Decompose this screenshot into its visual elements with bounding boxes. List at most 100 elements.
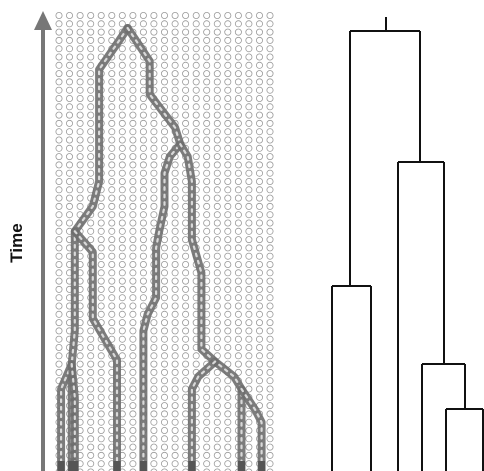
lattice-site: [255, 319, 263, 327]
lattice-site: [213, 302, 221, 310]
lattice-site: [255, 385, 263, 393]
lattice-site: [192, 78, 200, 86]
lattice-site: [160, 393, 168, 401]
lattice-site: [97, 310, 105, 318]
lattice-site: [266, 103, 274, 111]
lattice-site: [192, 36, 200, 44]
lattice-site: [171, 418, 179, 426]
lattice-site: [213, 86, 221, 94]
lattice-site: [160, 128, 168, 136]
lattice-site: [255, 227, 263, 235]
lattice-site: [171, 227, 179, 235]
lattice-site: [245, 418, 253, 426]
lattice-site: [171, 310, 179, 318]
lattice-site: [224, 418, 232, 426]
lattice-site: [171, 269, 179, 277]
lattice-site: [55, 269, 63, 277]
lattice-site: [150, 128, 158, 136]
lattice-site: [245, 368, 253, 376]
lattice-site: [224, 186, 232, 194]
lattice-site: [192, 53, 200, 61]
lattice-site: [118, 20, 126, 28]
lattice-site: [182, 86, 190, 94]
lattice-site: [171, 194, 179, 202]
lattice-site: [108, 302, 116, 310]
lattice-site: [255, 119, 263, 127]
lattice-site: [129, 86, 137, 94]
lattice-site: [97, 11, 105, 19]
lattice-site: [76, 186, 84, 194]
lattice-site: [234, 327, 242, 335]
lattice-site: [108, 161, 116, 169]
lattice-site: [118, 244, 126, 252]
lattice-site: [97, 45, 105, 53]
lattice-site: [203, 78, 211, 86]
lattice-site: [118, 252, 126, 260]
lattice-site: [76, 86, 84, 94]
lattice-site: [192, 128, 200, 136]
lattice-site: [213, 468, 221, 471]
lattice-site: [118, 144, 126, 152]
lattice-site: [245, 119, 253, 127]
lattice-site: [139, 236, 147, 244]
lattice-site: [203, 194, 211, 202]
lattice-site: [55, 177, 63, 185]
lattice-site: [224, 343, 232, 351]
lattice-site: [55, 111, 63, 119]
lattice-site: [266, 302, 274, 310]
lattice-site: [192, 70, 200, 78]
lattice-site: [203, 426, 211, 434]
lattice-site: [87, 70, 95, 78]
lattice-site: [160, 302, 168, 310]
lattice-site: [55, 11, 63, 19]
lattice-site: [66, 119, 74, 127]
lattice-site: [213, 211, 221, 219]
lattice-site: [108, 61, 116, 69]
lattice-site: [76, 20, 84, 28]
lattice-site: [255, 219, 263, 227]
lattice-site: [266, 310, 274, 318]
lattice-site: [192, 360, 200, 368]
lattice-site: [55, 219, 63, 227]
lattice-site: [245, 194, 253, 202]
lattice-site: [224, 426, 232, 434]
lattice-site: [97, 385, 105, 393]
lattice-site: [150, 418, 158, 426]
lattice-site: [139, 136, 147, 144]
lattice-site: [192, 61, 200, 69]
lattice-site: [245, 144, 253, 152]
lattice-site: [224, 78, 232, 86]
lattice-site: [245, 460, 253, 468]
lattice-site: [203, 11, 211, 19]
lattice-site: [171, 211, 179, 219]
lattice-site: [129, 78, 137, 86]
lattice-site: [55, 61, 63, 69]
lattice-site: [150, 451, 158, 459]
lattice-site: [160, 45, 168, 53]
lattice-site: [224, 377, 232, 385]
lattice-site: [139, 169, 147, 177]
lattice-site: [266, 70, 274, 78]
lattice-site: [255, 177, 263, 185]
lattice-site: [255, 11, 263, 19]
lattice-site: [234, 119, 242, 127]
lattice-site: [55, 20, 63, 28]
lattice-site: [87, 451, 95, 459]
lattice-site: [108, 111, 116, 119]
lattice-site: [255, 236, 263, 244]
lattice-site: [129, 194, 137, 202]
lattice-site: [129, 343, 137, 351]
lattice-site: [171, 443, 179, 451]
lattice-site: [234, 28, 242, 36]
lattice-site: [139, 111, 147, 119]
lattice-site: [171, 352, 179, 360]
lattice-site: [76, 177, 84, 185]
lattice-site: [160, 285, 168, 293]
lattice-site: [213, 103, 221, 111]
lattice-site: [192, 20, 200, 28]
lattice-site: [87, 177, 95, 185]
lattice-site: [97, 426, 105, 434]
lattice-site: [76, 36, 84, 44]
lattice-site: [97, 410, 105, 418]
lattice-site: [255, 28, 263, 36]
